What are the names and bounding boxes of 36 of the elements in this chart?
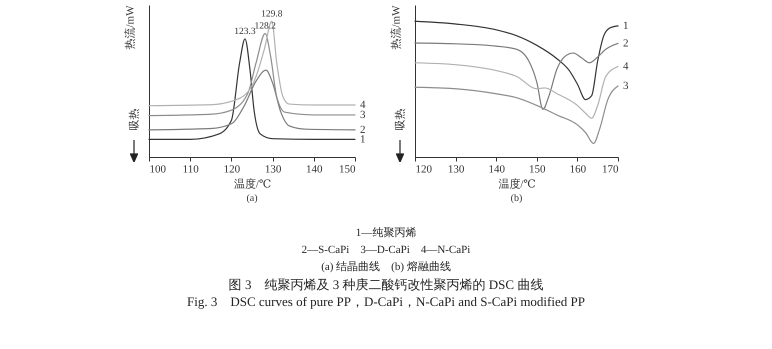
x-tick-label: 170 (602, 164, 619, 176)
series-label: 3 (623, 80, 629, 92)
x-tick-label: 120 (416, 164, 432, 176)
series-label: 3 (360, 108, 366, 121)
text: 图 3 纯聚丙烯及 3 种庚二酸钙改性聚丙烯的 DSC 曲线 (228, 276, 544, 293)
series-label: 2 (360, 124, 366, 136)
text: 吸热 (128, 108, 142, 132)
x-axis-title: 温度/℃ (234, 178, 272, 190)
text: 1—纯聚丙烯 (354, 226, 418, 241)
text: 吸热 (394, 108, 408, 132)
text: Fig. 3 DSC curves of pure PP，D-CaPi，N-CaPi and S-CaPi modified PP (186, 293, 586, 310)
series-label: 1 (360, 133, 366, 146)
x-tick-label: 130 (264, 164, 282, 176)
text: 2—S-CaPi 3—D-CaPi 4—N-CaPi (300, 243, 472, 258)
x-tick-label: 130 (448, 164, 465, 176)
series-label: 4 (623, 60, 629, 73)
x-tick-label: 140 (306, 164, 324, 176)
x-tick-label: 120 (224, 164, 241, 176)
series-label: 2 (623, 37, 628, 50)
y-axis-title: 热流/mW (390, 4, 402, 50)
x-tick-label: 110 (182, 164, 200, 176)
x-axis-title: 温度/℃ (498, 178, 536, 190)
text: (a) (246, 193, 258, 204)
x-tick-label: 160 (570, 164, 587, 176)
text: (a) 结晶曲线 (b) 熔融曲线 (320, 260, 452, 275)
annotation: 128.2 (254, 22, 276, 32)
annotation: 123.3 (234, 26, 256, 37)
y-axis-title: 热流/mW (124, 4, 136, 50)
x-tick-label: 100 (150, 164, 166, 176)
series-label: 4 (360, 99, 366, 112)
annotation: 129.8 (261, 9, 283, 20)
x-tick-label: 150 (529, 164, 546, 176)
series-label: 1 (623, 20, 628, 32)
x-tick-label: 140 (488, 164, 506, 176)
x-tick-label: 150 (339, 164, 356, 176)
text: (b) (510, 193, 522, 204)
